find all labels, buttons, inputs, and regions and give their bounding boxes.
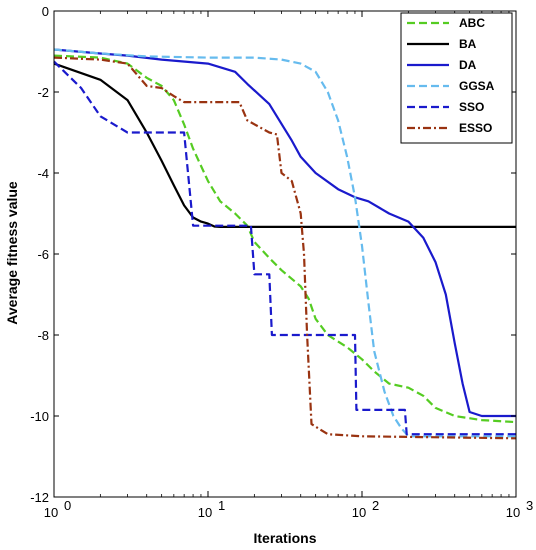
ticks-layer	[53, 10, 517, 498]
y-tick-label: -8	[37, 328, 49, 343]
y-tick-label: -4	[37, 166, 49, 181]
y-tick-label: -6	[37, 247, 49, 262]
series-line-da	[53, 48, 516, 418]
x-tick-label: 10	[44, 505, 58, 520]
x-tick-label-exponent: 0	[64, 498, 71, 513]
x-tick-label: 10	[198, 505, 212, 520]
y-axis-label: Average fitness value	[4, 181, 20, 325]
y-tick-label: 0	[42, 4, 49, 19]
x-tick-label: 10	[506, 505, 520, 520]
x-tick-label-exponent: 3	[526, 498, 533, 513]
x-tick-label-exponent: 1	[218, 498, 225, 513]
series-layer	[53, 48, 517, 440]
legend-label-abc: ABC	[459, 16, 485, 30]
y-tick-label: -10	[30, 409, 49, 424]
series-line-abc	[53, 54, 517, 424]
legend-label-ba: BA	[459, 37, 477, 51]
x-axis-label: Iterations	[253, 530, 316, 546]
legend-label-ggsa: GGSA	[459, 79, 495, 93]
legend-label-sso: SSO	[459, 100, 484, 114]
series-line-sso	[53, 60, 516, 436]
series-line-ba	[53, 62, 516, 228]
series-line-esso	[53, 56, 517, 440]
x-tick-label-exponent: 2	[372, 498, 379, 513]
series-line-ggsa	[53, 48, 516, 438]
legend-label-esso: ESSO	[459, 121, 492, 135]
x-tick-label: 10	[352, 505, 366, 520]
y-tick-label: -2	[37, 85, 49, 100]
legend-label-da: DA	[459, 58, 477, 72]
legend-box	[400, 12, 513, 144]
legend: ABC BA DA GGSA SSO ESSO	[400, 12, 513, 144]
y-tick-label: -12	[30, 490, 49, 505]
